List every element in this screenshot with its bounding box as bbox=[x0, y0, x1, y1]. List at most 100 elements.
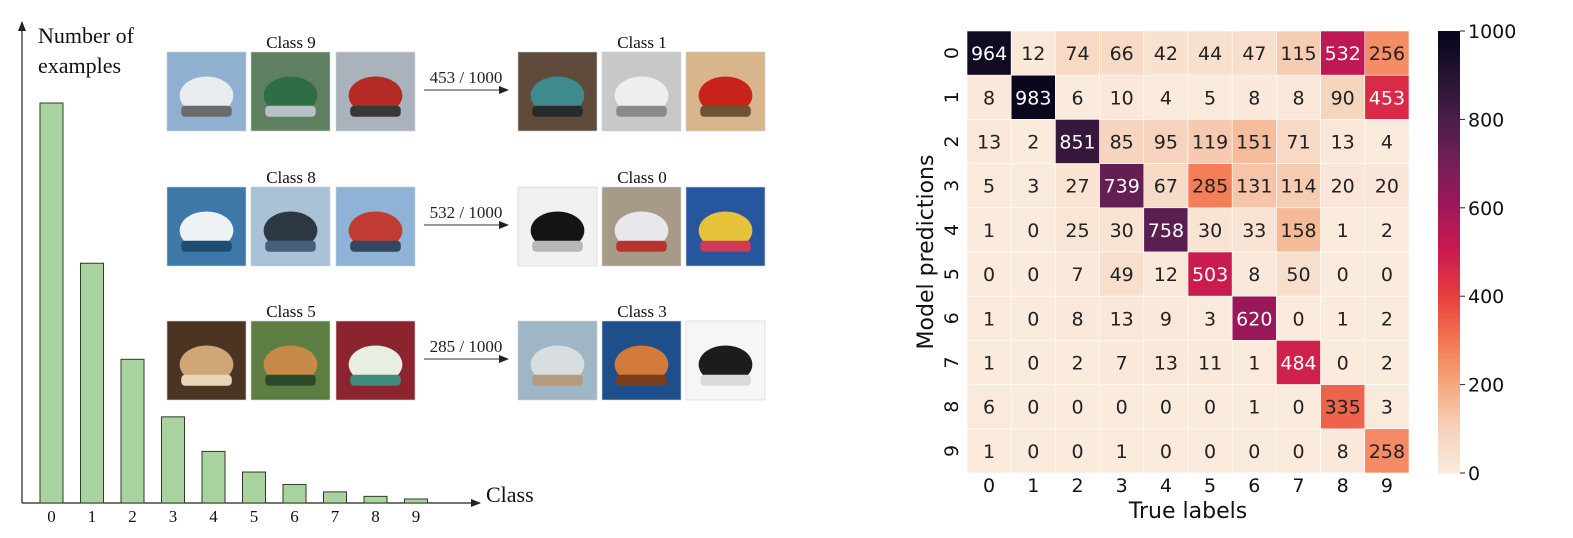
heatmap-cell-value: 71 bbox=[1286, 132, 1310, 154]
heatmap-cell-value: 9 bbox=[1160, 308, 1172, 330]
heatmap-x-tick: 5 bbox=[1204, 475, 1216, 497]
heatmap-cell-value: 2 bbox=[1381, 220, 1393, 242]
heatmap-cell bbox=[1010, 163, 1056, 209]
heatmap-cell bbox=[1099, 163, 1145, 209]
heatmap-cell bbox=[1276, 428, 1321, 474]
colorbar-segment bbox=[1438, 287, 1460, 293]
colorbar-segment bbox=[1438, 256, 1460, 262]
colorbar-segment bbox=[1438, 61, 1460, 67]
colorbar-segment bbox=[1438, 278, 1460, 284]
heatmap-cell bbox=[1231, 30, 1277, 76]
heatmap-cell bbox=[1143, 251, 1189, 297]
heatmap-cell-value: 8 bbox=[983, 87, 995, 109]
colorbar-segment bbox=[1438, 437, 1460, 443]
cat-black-white-image bbox=[685, 320, 766, 401]
bar-class-4 bbox=[201, 450, 226, 504]
heatmap-cell-value: 67 bbox=[1154, 176, 1178, 198]
target-class-label: Class 3 bbox=[617, 302, 667, 321]
heatmap-cell-value: 4 bbox=[1381, 132, 1393, 154]
colorbar-segment bbox=[1438, 291, 1460, 297]
bar-tick-label: 3 bbox=[169, 507, 178, 526]
long-tail-bar-chart-panel: Number of examples Class 0 1 2 3 4 5 6 7 8 9 Clas… bbox=[18, 21, 766, 526]
heatmap-cell bbox=[1320, 207, 1366, 253]
colorbar bbox=[1438, 31, 1460, 474]
heatmap-cell bbox=[966, 295, 1012, 341]
heatmap-cell bbox=[1276, 384, 1321, 430]
car-red-pickup-image bbox=[685, 51, 766, 132]
heatmap-cell-value: 0 bbox=[1292, 441, 1304, 463]
heatmap-cell bbox=[1320, 384, 1366, 430]
example-row: Class 9 Class 1 453 / 1000 bbox=[166, 33, 766, 132]
colorbar-segment bbox=[1438, 419, 1460, 425]
heatmap-cell-value: 3 bbox=[1027, 176, 1039, 198]
colorbar-tick-label: 600 bbox=[1468, 198, 1504, 220]
heatmap-cell bbox=[1276, 30, 1321, 76]
heatmap-x-tick: 1 bbox=[1027, 475, 1039, 497]
airplane-colorful-kite-image bbox=[685, 186, 766, 267]
heatmap-x-tick: 0 bbox=[983, 475, 995, 497]
colorbar-segment bbox=[1438, 229, 1460, 235]
heatmap-cell bbox=[1099, 384, 1145, 430]
heatmap-cell bbox=[1320, 119, 1366, 164]
bar-tick-label: 5 bbox=[250, 507, 259, 526]
heatmap-cell-value: 0 bbox=[1027, 220, 1039, 242]
colorbar-segment bbox=[1438, 322, 1460, 328]
example-row: Class 5 Class 3 285 / 1000 bbox=[166, 302, 766, 401]
bar-tick-label: 7 bbox=[331, 507, 340, 526]
heatmap-cell bbox=[1364, 384, 1410, 430]
heatmap-cell bbox=[1276, 207, 1321, 253]
heatmap-cells bbox=[966, 30, 1410, 474]
heatmap-x-tick: 2 bbox=[1071, 475, 1083, 497]
heatmap-x-tick: 9 bbox=[1381, 475, 1393, 497]
heatmap-cell bbox=[1010, 74, 1056, 120]
colorbar-segment bbox=[1438, 221, 1460, 227]
heatmap-cell bbox=[1231, 384, 1277, 430]
heatmap-cell bbox=[1364, 295, 1410, 341]
colorbar-segment bbox=[1438, 190, 1460, 196]
colorbar-segment bbox=[1438, 66, 1460, 72]
colorbar-segment bbox=[1438, 70, 1460, 76]
colorbar-segment bbox=[1438, 362, 1460, 368]
colorbar-segment bbox=[1438, 225, 1460, 231]
heatmap-y-tick: 5 bbox=[941, 268, 963, 280]
cat-grey-kitten-image bbox=[517, 320, 598, 401]
bar-class-9 bbox=[404, 498, 428, 504]
heatmap-cell bbox=[1320, 428, 1366, 474]
heatmap-cell bbox=[1010, 30, 1056, 76]
heatmap-cell-value: 115 bbox=[1280, 43, 1316, 65]
heatmap-cell-value: 44 bbox=[1198, 43, 1222, 65]
target-class-label: Class 0 bbox=[617, 168, 667, 187]
heatmap-cell-value: 90 bbox=[1331, 87, 1355, 109]
colorbar-segment bbox=[1438, 181, 1460, 187]
colorbar-segment bbox=[1438, 48, 1460, 54]
colorbar-segment bbox=[1438, 389, 1460, 395]
bar-tick-label: 9 bbox=[412, 507, 421, 526]
heatmap-cell bbox=[1099, 428, 1145, 474]
colorbar-segment bbox=[1438, 198, 1460, 204]
heatmap-cell bbox=[1010, 428, 1056, 474]
colorbar-segment bbox=[1438, 154, 1460, 160]
colorbar-segment bbox=[1438, 216, 1460, 222]
colorbar-segment bbox=[1438, 79, 1460, 85]
colorbar-segment bbox=[1438, 132, 1460, 138]
colorbar-tick-label: 200 bbox=[1468, 375, 1504, 397]
colorbar-segment bbox=[1438, 282, 1460, 288]
heatmap-cell-value: 256 bbox=[1369, 43, 1405, 65]
colorbar-segment bbox=[1438, 353, 1460, 359]
heatmap-cell bbox=[1320, 30, 1366, 76]
bar-chart-y-title-line-1: Number of bbox=[38, 23, 135, 48]
colorbar-segment bbox=[1438, 384, 1460, 390]
truck-red-fire-engine-image bbox=[335, 51, 416, 132]
heatmap-cell-value: 49 bbox=[1110, 264, 1134, 286]
colorbar-segment bbox=[1438, 123, 1460, 129]
colorbar-segment bbox=[1438, 327, 1460, 333]
bar-chart-y-title-line-2: examples bbox=[38, 53, 121, 78]
heatmap-cell-value: 0 bbox=[1248, 441, 1260, 463]
colorbar-segment bbox=[1438, 455, 1460, 461]
heatmap-cell-value: 484 bbox=[1280, 353, 1316, 375]
bar-tick-label: 1 bbox=[88, 507, 97, 526]
ship-white-boat-image bbox=[166, 186, 247, 267]
colorbar-segment bbox=[1438, 101, 1460, 107]
heatmap-cell-value: 20 bbox=[1331, 176, 1355, 198]
heatmap-cell-value: 1 bbox=[1337, 220, 1349, 242]
